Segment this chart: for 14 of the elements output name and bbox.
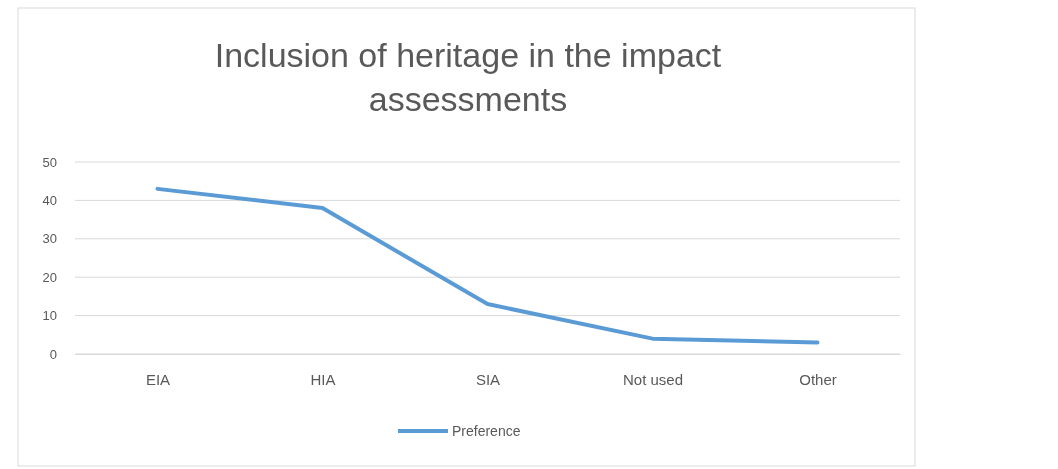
- y-tick-label: 50: [42, 154, 57, 170]
- y-tick-label: 40: [42, 193, 57, 209]
- y-tick-label: 20: [42, 269, 57, 285]
- x-tick-label: Other: [799, 370, 837, 388]
- y-tick-label: 30: [42, 231, 57, 247]
- x-tick-label: HIA: [310, 370, 336, 388]
- y-tick-label: 10: [42, 308, 57, 324]
- chart-title: Inclusion of heritage in the impact assessments: [214, 36, 722, 118]
- x-tick-label: SIA: [475, 370, 501, 388]
- line-series: [155, 186, 820, 345]
- legend-label: Preference: [452, 423, 521, 439]
- y-tick-label: 0: [49, 346, 57, 362]
- x-tick-label: Not used: [622, 370, 684, 388]
- x-tick-label: EIA: [145, 370, 171, 388]
